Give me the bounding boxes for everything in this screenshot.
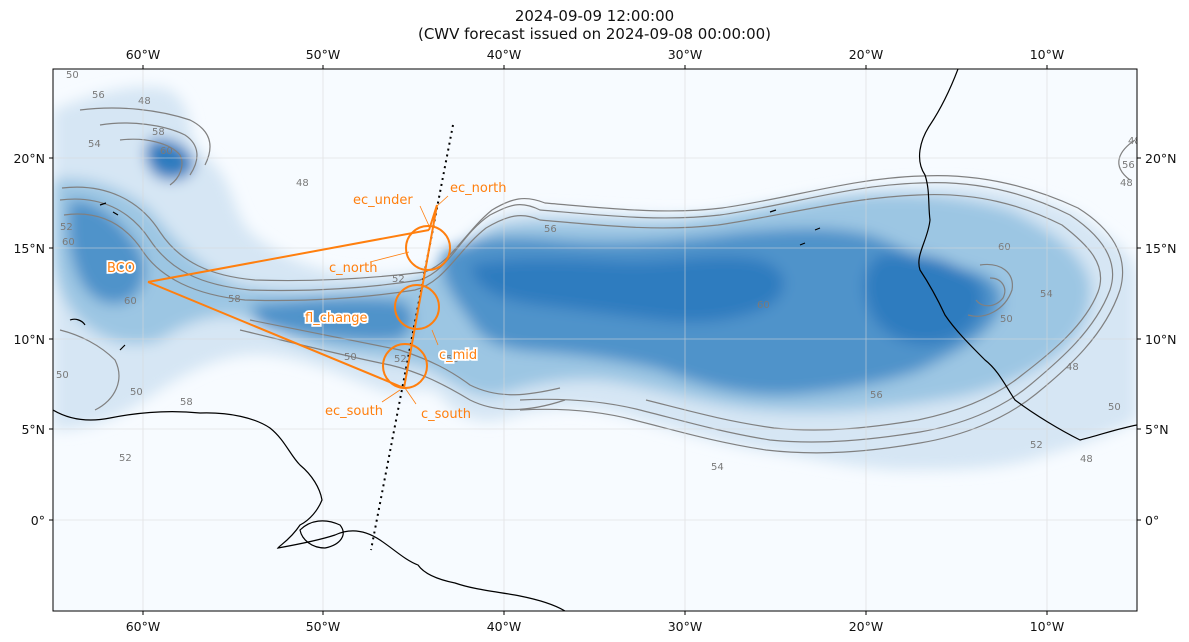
- caribbean-islands: [69, 202, 821, 351]
- lon-labels-bottom: 60°W 50°W 40°W 30°W 20°W 10°W: [126, 619, 1065, 634]
- annotation-leaders: [369, 195, 449, 405]
- lon-tick-label: 60°W: [126, 47, 161, 62]
- contour-label: 58: [228, 294, 241, 305]
- lon-tick-label: 10°W: [1030, 619, 1065, 634]
- lon-tick-label: 50°W: [306, 47, 341, 62]
- circle-c-mid: [394, 284, 440, 330]
- map-title-date: 2024-09-09 12:00:00: [514, 7, 675, 25]
- contour-label: 54: [1040, 289, 1053, 300]
- contour-label: 60: [998, 242, 1011, 253]
- flight-plan: [147, 204, 451, 389]
- label-c-south: c_south: [421, 407, 471, 422]
- lat-tick-label: 15°N: [1145, 241, 1177, 256]
- contour-label: 56: [870, 390, 883, 401]
- label-ec-north: ec_north: [450, 181, 507, 196]
- contour-label: 54: [88, 139, 101, 150]
- contour-label: 50: [66, 70, 79, 81]
- annotations: BCO ec_north ec_under c_north fl_change …: [105, 181, 507, 422]
- contour-label: 58: [152, 127, 165, 138]
- contour-label: 48: [1066, 362, 1079, 373]
- lon-tick-label: 40°W: [487, 619, 522, 634]
- contour-label: 60: [160, 146, 173, 157]
- contour-label: 52: [1030, 440, 1043, 451]
- lon-tick-label: 10°W: [1030, 47, 1065, 62]
- contour-label: 48: [138, 96, 151, 107]
- map-frame: [52, 68, 1138, 612]
- contour-label: 48: [296, 178, 309, 189]
- lat-labels-left: 20°N 15°N 10°N 5°N 0°: [13, 151, 45, 528]
- south-america-coast: [53, 409, 566, 611]
- lon-tick-label: 50°W: [306, 619, 341, 634]
- contour-labels: 50 48 56 60 54 52 58 48 56 52 58 60 50 5…: [56, 70, 1141, 473]
- lat-tick-label: 10°N: [1145, 332, 1177, 347]
- contour-label: 48: [1080, 454, 1093, 465]
- contour-label: 48: [1120, 178, 1133, 189]
- label-c-mid: c_mid: [439, 348, 477, 363]
- contour-label: 54: [711, 462, 724, 473]
- lat-tick-label: 10°N: [13, 332, 45, 347]
- gridlines: [53, 69, 1137, 611]
- coastlines: [53, 69, 1137, 611]
- contour-label: 50: [1000, 314, 1013, 325]
- contour-label: 50: [1108, 402, 1121, 413]
- label-fl-change: fl_change: [305, 311, 368, 326]
- contour-label: 52: [392, 274, 405, 285]
- lon-tick-label: 40°W: [487, 47, 522, 62]
- lat-tick-label: 5°N: [21, 422, 45, 437]
- contour-label: 56: [1122, 160, 1135, 171]
- marajo-island: [299, 520, 344, 549]
- map-title-forecast: (CWV forecast issued on 2024-09-08 00:00…: [417, 25, 772, 43]
- lon-tick-label: 30°W: [668, 47, 703, 62]
- contour-label: 50: [130, 387, 143, 398]
- contour-label: 52: [394, 354, 407, 365]
- contour-label: 48: [1128, 136, 1141, 147]
- label-ec-under: ec_under: [353, 193, 413, 208]
- contour-label: 50: [56, 370, 69, 381]
- contour-label: 60: [124, 296, 137, 307]
- contour-label: 56: [544, 224, 557, 235]
- label-bco: BCO: [107, 261, 135, 276]
- label-c-north: c_north: [329, 261, 378, 276]
- contour-label: 60: [757, 300, 770, 311]
- contour-label: 56: [92, 90, 105, 101]
- contour-label: 52: [60, 222, 73, 233]
- contour-label: 60: [62, 237, 75, 248]
- lat-tick-label: 0°: [1145, 513, 1159, 528]
- circle-c-north: [405, 225, 451, 271]
- lon-tick-label: 20°W: [849, 47, 884, 62]
- lat-tick-label: 20°N: [13, 151, 45, 166]
- contour-label: 58: [446, 354, 459, 365]
- tick-marks: [49, 65, 1141, 615]
- lat-tick-label: 0°: [31, 513, 45, 528]
- lat-tick-label: 5°N: [1145, 422, 1169, 437]
- contour-label: 52: [119, 453, 132, 464]
- lon-tick-label: 60°W: [126, 619, 161, 634]
- lon-tick-label: 30°W: [668, 619, 703, 634]
- flight-track-dotted: [370, 124, 454, 551]
- lat-labels-right: 20°N 15°N 10°N 5°N 0°: [1145, 151, 1177, 528]
- lon-tick-label: 20°W: [849, 619, 884, 634]
- cwv-layer-core: [145, 138, 984, 344]
- contour-label: 50: [344, 352, 357, 363]
- africa-coast: [918, 69, 1137, 441]
- contour-label: 58: [180, 397, 193, 408]
- lon-labels-top: 60°W 50°W 40°W 30°W 20°W 10°W: [126, 47, 1065, 62]
- lat-tick-label: 20°N: [1145, 151, 1177, 166]
- label-ec-south: ec_south: [325, 404, 383, 419]
- lat-tick-label: 15°N: [13, 241, 45, 256]
